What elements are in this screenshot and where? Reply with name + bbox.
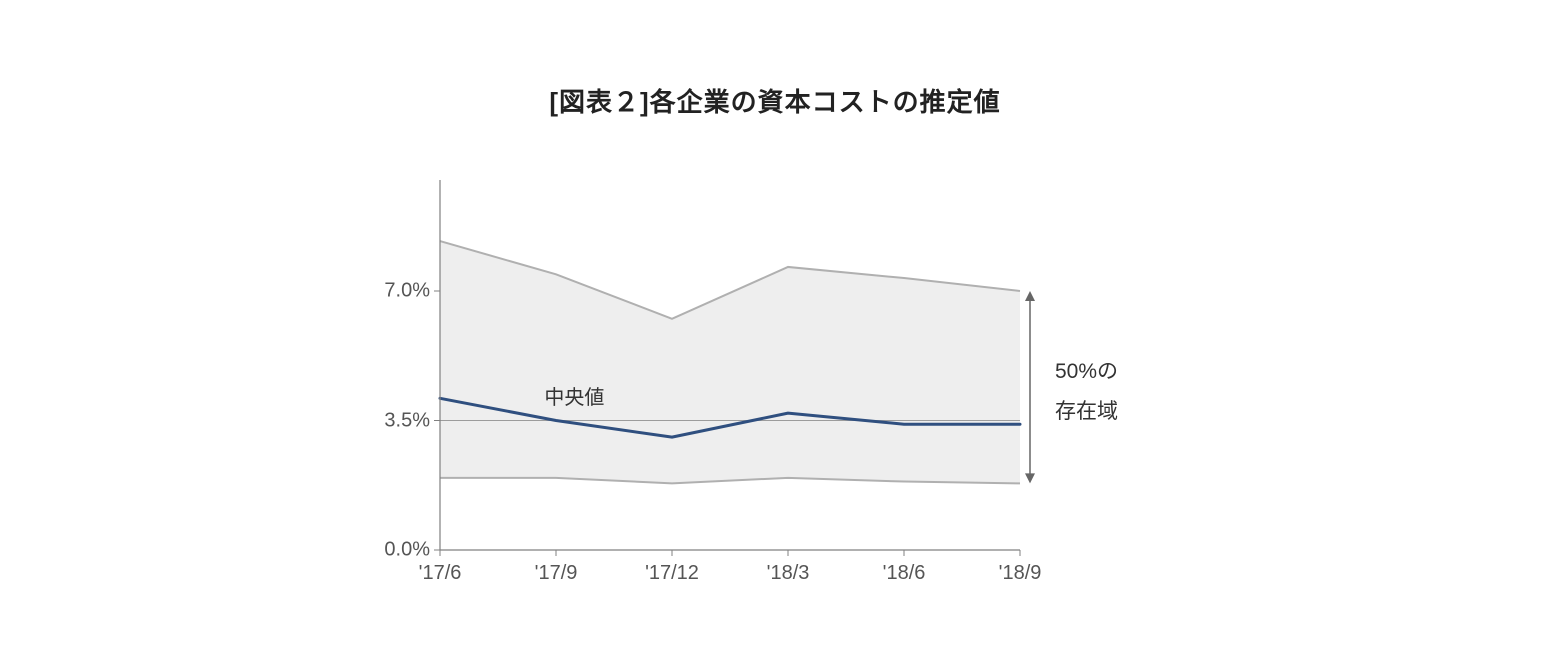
x-tick-label: '18/3 bbox=[767, 562, 810, 585]
x-tick-label: '17/12 bbox=[645, 562, 699, 585]
page-root: [図表２]各企業の資本コストの推定値 0.0% 3.5% 7.0% '17/6 … bbox=[0, 0, 1550, 664]
median-label: 中央値 bbox=[544, 381, 604, 410]
x-tick-label: '18/9 bbox=[999, 562, 1042, 585]
x-tick-label: '17/6 bbox=[419, 562, 462, 585]
y-tick-label: 3.5% bbox=[350, 409, 430, 432]
y-tick-label: 7.0% bbox=[350, 280, 430, 303]
band-arrow-head-bottom bbox=[1025, 473, 1035, 483]
band-annotation-line2: 存在域 bbox=[1055, 395, 1118, 425]
y-tick-label: 0.0% bbox=[350, 539, 430, 562]
x-tick-label: '17/9 bbox=[535, 562, 578, 585]
band-arrow-head-top bbox=[1025, 291, 1035, 301]
band-annotation-line1: 50%の bbox=[1055, 355, 1118, 385]
chart-title: [図表２]各企業の資本コストの推定値 bbox=[0, 82, 1550, 119]
band-fill bbox=[440, 241, 1020, 483]
x-tick-label: '18/6 bbox=[883, 562, 926, 585]
chart-container: 0.0% 3.5% 7.0% '17/6 '17/9 '17/12 '18/3 … bbox=[370, 170, 1190, 600]
